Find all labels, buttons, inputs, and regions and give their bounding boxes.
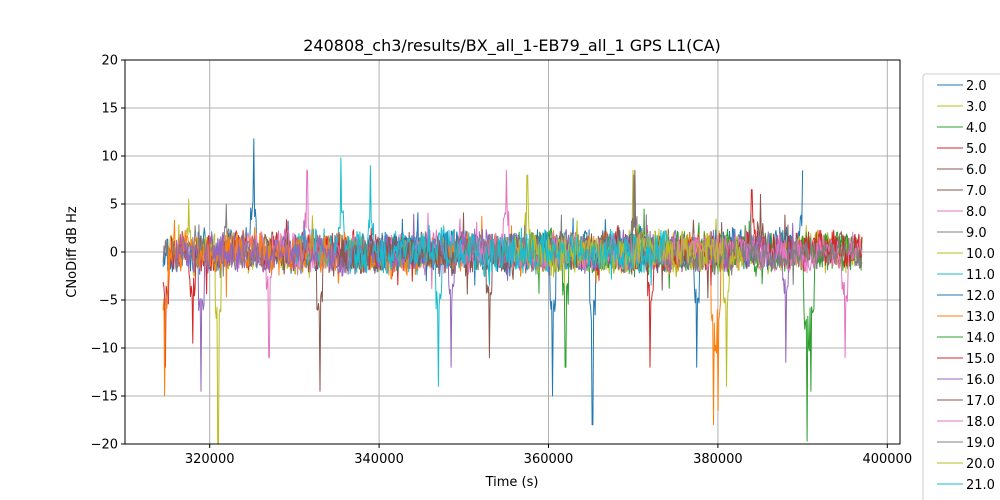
- legend-label: 3.0: [966, 100, 987, 115]
- y-tick-label: −5: [99, 294, 118, 309]
- x-tick-label: 380000: [693, 452, 743, 467]
- legend: 2.0 3.0 4.0 5.0 6.0 7.0 8.0 9.0 10.0 11.0 12.0 13.0…: [922, 73, 1000, 500]
- y-tick-label: 15: [101, 102, 118, 117]
- chart-title: 240808_ch3/results/BX_all_1-EB79_all_1 G…: [303, 36, 721, 56]
- legend-label: 10.0: [966, 247, 995, 262]
- y-tick-label: 0: [110, 246, 118, 261]
- legend-label: 16.0: [966, 373, 995, 388]
- series-line-21-0: [344, 165, 668, 286]
- axis-ticks: 320000 340000 360000 380000 400000 −20 −15 −10 −…: [91, 54, 913, 468]
- y-tick-label: 20: [101, 54, 118, 69]
- x-axis-label: Time (s): [485, 475, 539, 490]
- series-line-15-0: [564, 189, 863, 368]
- x-tick-label: 360000: [524, 452, 574, 467]
- series-line-2-0: [162, 138, 643, 426]
- legend-label: 9.0: [966, 226, 987, 241]
- legend-label: 20.0: [966, 457, 995, 472]
- legend-label: 8.0: [966, 205, 987, 220]
- series-lines: [162, 138, 863, 444]
- x-tick-label: 320000: [185, 452, 235, 467]
- legend-label: 13.0: [966, 310, 995, 325]
- legend-label: 11.0: [966, 268, 995, 283]
- y-tick-label: 5: [110, 198, 118, 213]
- x-tick-label: 340000: [354, 452, 404, 467]
- legend-label: 6.0: [966, 163, 987, 178]
- legend-label: 19.0: [966, 436, 995, 451]
- x-tick-label: 400000: [862, 452, 912, 467]
- y-tick-label: 10: [101, 150, 118, 165]
- y-axis-label: CNoDiff dB Hz: [65, 206, 80, 298]
- legend-label: 4.0: [966, 121, 987, 136]
- y-tick-label: −20: [91, 438, 118, 453]
- legend-label: 15.0: [966, 352, 995, 367]
- series-line-10-0: [522, 169, 863, 289]
- legend-label: 18.0: [966, 415, 995, 430]
- legend-label: 7.0: [966, 184, 987, 199]
- y-tick-label: −15: [91, 390, 118, 405]
- y-tick-label: −10: [91, 342, 118, 357]
- legend-label: 17.0: [966, 394, 995, 409]
- legend-label: 21.0: [966, 478, 995, 493]
- legend-frame: [922, 73, 1000, 500]
- legend-label: 5.0: [966, 142, 987, 157]
- legend-label: 12.0: [966, 289, 995, 304]
- legend-label: 14.0: [966, 331, 995, 346]
- legend-label: 2.0: [966, 79, 987, 94]
